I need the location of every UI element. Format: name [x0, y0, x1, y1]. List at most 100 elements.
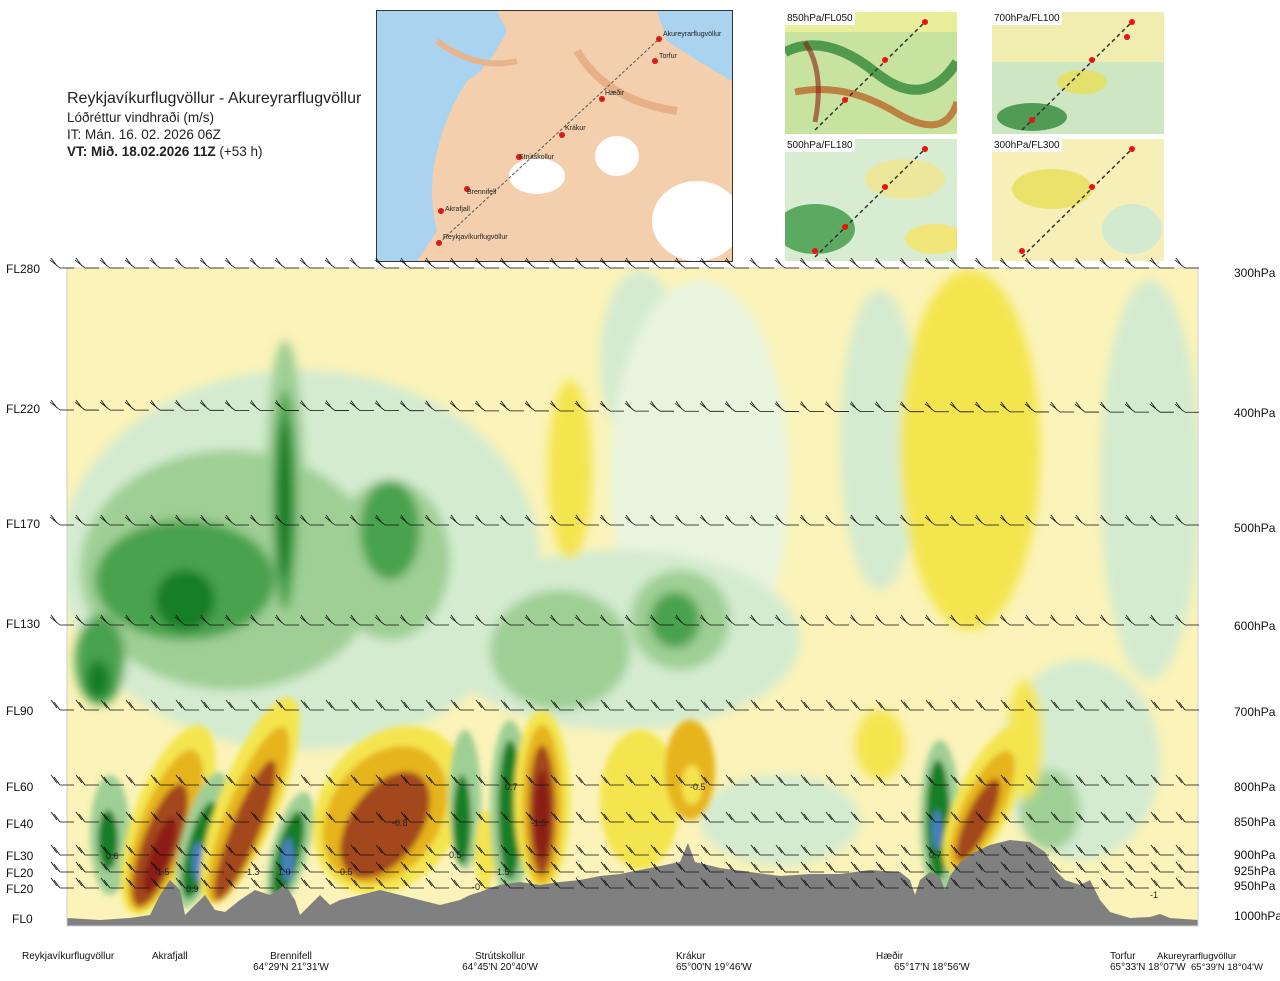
wind-barb [600, 844, 624, 856]
wind-barb [999, 614, 1024, 626]
wind-barb [224, 257, 249, 269]
wind-barb [499, 614, 524, 626]
issue-time: IT: Mán. 16. 02. 2026 06Z [67, 127, 221, 142]
wind-barb [675, 861, 699, 873]
wind-barb [1075, 844, 1099, 856]
wind-barb [924, 257, 949, 269]
wind-barb [900, 844, 924, 856]
contour-label: -0.5 [337, 867, 353, 877]
wind-barb [1175, 861, 1199, 873]
pressure-label: 800hPa [1234, 780, 1276, 794]
wind-barb [1025, 844, 1049, 856]
contour-label: -0.5 [690, 782, 706, 792]
wind-barb [749, 514, 774, 526]
wind-barb [925, 861, 949, 873]
wind-barb [900, 877, 924, 889]
wind-barb [674, 401, 699, 412]
route-map: Reykjavíkurflugvöllur Akrafjall Brennife… [376, 10, 733, 262]
wind-barb [249, 400, 274, 411]
x-point-coord: 65°00'N 19°46'W [676, 962, 752, 973]
wind-barb [1125, 877, 1149, 889]
contour-label: -0 [472, 882, 481, 892]
wind-barb [575, 811, 599, 823]
wind-barb [349, 614, 374, 626]
fl-label: FL170 [6, 517, 41, 531]
wind-barb [950, 844, 974, 856]
wind-barb [574, 400, 599, 412]
wind-barb [500, 774, 524, 786]
wind-barb [1024, 401, 1049, 413]
wind-barb [300, 877, 324, 889]
wind-barb [925, 877, 949, 889]
thumb-300[interactable]: 300hPa/FL300 [992, 139, 1164, 261]
wind-barb [600, 699, 624, 711]
fl-label: FL60 [6, 780, 34, 794]
thumb-500[interactable]: 500hPa/FL180 [785, 139, 957, 261]
wind-barb [175, 811, 199, 823]
map-point-torfur: Torfur [659, 53, 678, 60]
wind-barb [1175, 877, 1199, 889]
wind-barb [50, 844, 74, 856]
wind-barb [700, 861, 724, 873]
wind-barb [49, 614, 74, 626]
wind-barb [50, 774, 74, 786]
thumb-850-label: 850hPa/FL050 [785, 12, 855, 25]
pressure-label: 400hPa [1234, 406, 1276, 420]
valid-time: VT: Mið. 18.02.2026 11Z (+53 h) [67, 144, 263, 159]
wind-barb [150, 811, 174, 823]
wind-barb [600, 877, 624, 889]
wind-barb [50, 861, 74, 873]
wind-barb [649, 257, 674, 269]
wind-barb [150, 699, 174, 711]
wind-barb [1049, 401, 1074, 413]
wind-barb [75, 811, 99, 823]
wind-barb [175, 877, 199, 889]
wind-barb [725, 844, 749, 856]
wind-barb [799, 514, 824, 526]
fl-label: FL30 [6, 849, 34, 863]
thumb-700[interactable]: 700hPa/FL100 [992, 12, 1164, 134]
x-point-name: Hæðir [876, 951, 904, 962]
wind-barb [1050, 861, 1074, 873]
wind-barb [525, 811, 549, 823]
x-point-torfur: Torfur 65°33'N 18°07'W [1110, 951, 1186, 973]
wind-barb [375, 774, 399, 786]
wind-barb [599, 614, 624, 626]
wind-barb [175, 844, 199, 856]
wind-barb [150, 774, 174, 786]
wind-barb [1000, 844, 1024, 856]
wind-barb [975, 877, 999, 889]
wind-barb [625, 811, 649, 823]
x-point-akureyri: Akureyrarflugvöllur 65°39'N 18°04'W [1157, 951, 1263, 973]
wind-barb [224, 614, 249, 626]
wind-barb [99, 614, 124, 626]
wind-barb [774, 514, 799, 526]
wind-barb [1074, 514, 1099, 526]
wind-barb [1150, 877, 1174, 889]
wind-barb [200, 861, 224, 873]
wind-barb [950, 861, 974, 873]
wind-barb [574, 257, 599, 269]
wind-barb [174, 400, 199, 411]
wind-barb [1150, 774, 1174, 786]
wind-barb [649, 614, 674, 626]
wind-barb [225, 877, 249, 889]
wind-barb [975, 861, 999, 873]
wind-barb [74, 514, 99, 526]
contour-label: 1.0 [278, 867, 291, 877]
wind-barb [1124, 514, 1149, 526]
thumb-850[interactable]: 850hPa/FL050 [785, 12, 957, 134]
wind-barb [74, 614, 99, 626]
valid-time-offset: (+53 h) [219, 144, 263, 159]
wind-barb [1100, 811, 1124, 823]
x-point-name: Akrafjall [152, 951, 188, 962]
x-point-brennifell: Brennifell 64°29'N 21°31'W [246, 951, 336, 973]
wind-barb [399, 257, 424, 269]
wind-barb [474, 514, 499, 526]
wind-barb [675, 877, 699, 889]
wind-barb [200, 699, 224, 711]
wind-barb [299, 257, 324, 269]
map-point-haedir: Hæðir [605, 89, 625, 97]
map-point-strutskollur: Strútskollur [519, 154, 555, 161]
wind-barb [674, 614, 699, 626]
